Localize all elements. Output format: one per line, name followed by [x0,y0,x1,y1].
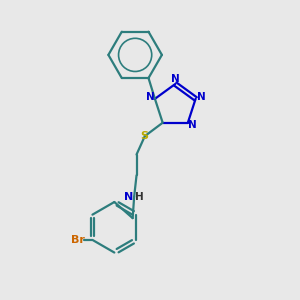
Text: N: N [196,92,205,102]
Text: N: N [172,74,180,84]
Text: Br: Br [71,235,85,245]
Text: H: H [135,192,144,202]
Text: N: N [124,192,133,202]
Text: N: N [188,120,197,130]
Text: S: S [141,131,148,141]
Text: N: N [146,92,154,102]
